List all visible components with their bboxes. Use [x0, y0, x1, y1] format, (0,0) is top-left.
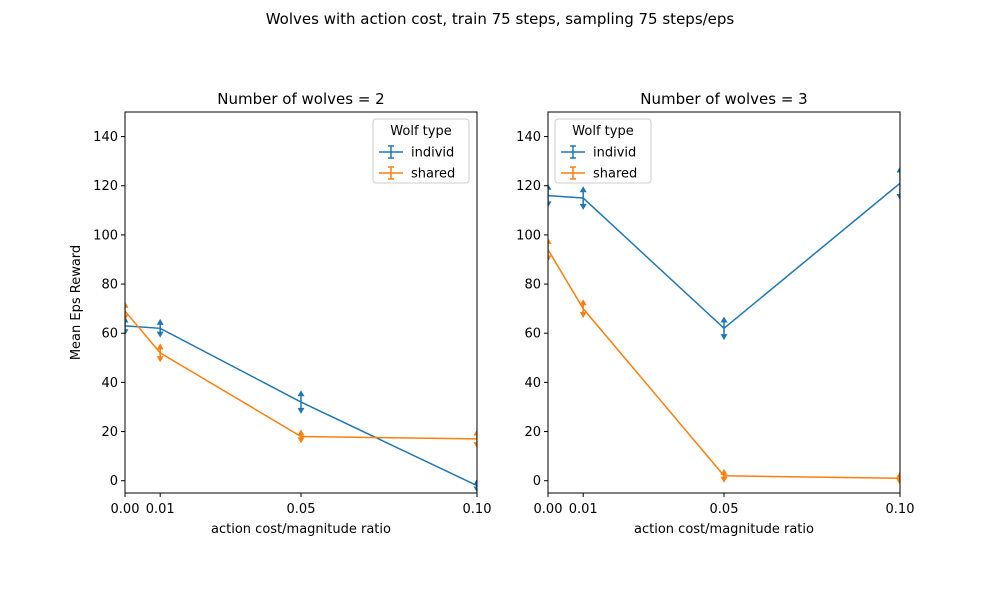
- chart-panel-wolves-2: Number of wolves = 2 0 20 40 60 80 100 120 140 0.…: [69, 90, 491, 537]
- x-tick-label: 0.01: [569, 502, 598, 517]
- error-cap-lower-individ: [579, 203, 587, 210]
- chart-title: Number of wolves = 3: [640, 90, 807, 108]
- y-tick-label: 120: [516, 179, 541, 194]
- series-line-shared: [125, 310, 477, 440]
- legend-frame: [554, 118, 652, 184]
- chart-title: Number of wolves = 2: [217, 90, 384, 108]
- error-cap-lower-shared: [125, 314, 129, 321]
- error-cap-lower-shared: [156, 356, 164, 363]
- y-tick-label: 40: [524, 376, 541, 391]
- legend-title: Wolf type: [572, 124, 633, 139]
- x-tick-label: 0.01: [146, 502, 175, 517]
- error-cap-upper-shared: [297, 429, 305, 436]
- error-cap-upper-shared: [125, 301, 129, 308]
- x-tick-label: 0.10: [886, 502, 915, 517]
- x-tick-label: 0.00: [111, 502, 140, 517]
- legend-label-individ: individ: [411, 146, 454, 161]
- error-cap-lower-shared: [720, 476, 728, 483]
- y-axis-label: Mean Eps Reward: [69, 245, 84, 360]
- error-cap-upper-shared: [579, 299, 587, 306]
- legend: Wolf type individ shared: [372, 118, 470, 184]
- plot-data-area: [548, 166, 900, 486]
- x-tick-label: 0.10: [463, 502, 492, 517]
- error-cap-lower-individ: [156, 331, 164, 338]
- series-line-individ: [548, 182, 900, 330]
- error-cap-upper-shared: [156, 343, 164, 350]
- x-tick-label: 0.05: [287, 502, 316, 517]
- x-tick-label: 0.00: [534, 502, 563, 517]
- error-cap-upper-individ: [156, 318, 164, 325]
- y-tick-label: 0: [533, 474, 541, 489]
- error-cap-upper-individ: [720, 316, 728, 323]
- legend-frame: [372, 118, 470, 184]
- x-axis-label: action cost/magnitude ratio: [211, 522, 391, 537]
- legend-label-shared: shared: [593, 167, 637, 182]
- error-cap-lower-individ: [125, 329, 129, 336]
- y-tick-label: 140: [93, 130, 118, 145]
- error-cap-lower-individ: [297, 407, 305, 414]
- error-cap-upper-shared: [896, 471, 900, 478]
- error-cap-upper-shared: [548, 237, 552, 244]
- y-tick-label: 100: [93, 228, 118, 243]
- error-cap-upper-individ: [297, 390, 305, 397]
- error-cap-upper-individ: [548, 183, 552, 190]
- error-cap-lower-shared: [896, 479, 900, 486]
- plot-data-area: [125, 301, 477, 493]
- legend-title: Wolf type: [390, 124, 451, 139]
- error-cap-lower-individ: [720, 334, 728, 341]
- y-tick-label: 100: [516, 228, 541, 243]
- axes-frame: [124, 111, 478, 494]
- y-tick-label: 20: [524, 425, 541, 440]
- error-cap-lower-individ: [548, 201, 552, 208]
- error-cap-lower-shared: [297, 437, 305, 444]
- y-tick-label: 20: [101, 425, 118, 440]
- y-tick-label: 80: [101, 278, 118, 293]
- series-line-shared: [548, 249, 900, 480]
- error-cap-upper-shared: [473, 429, 477, 436]
- chart-panel-wolves-3: Number of wolves = 3 0 20 40 60 80 100 120 140 0.…: [516, 90, 914, 537]
- error-cap-upper-individ: [579, 186, 587, 193]
- y-tick-label: 80: [524, 278, 541, 293]
- y-tick-label: 40: [101, 376, 118, 391]
- error-cap-lower-shared: [579, 312, 587, 319]
- y-tick-label: 140: [516, 130, 541, 145]
- x-axis-label: action cost/magnitude ratio: [634, 522, 814, 537]
- y-tick-label: 0: [110, 474, 118, 489]
- axes-frame: [547, 111, 901, 494]
- legend: Wolf type individ shared: [554, 118, 652, 184]
- figure-suptitle: Wolves with action cost, train 75 steps,…: [266, 10, 735, 28]
- error-cap-lower-individ: [473, 486, 477, 493]
- x-tick-label: 0.05: [710, 502, 739, 517]
- y-tick-label: 60: [524, 327, 541, 342]
- error-cap-lower-shared: [473, 442, 477, 449]
- y-tick-label: 60: [101, 327, 118, 342]
- legend-label-individ: individ: [593, 146, 636, 161]
- error-cap-upper-individ: [896, 166, 900, 173]
- error-cap-upper-shared: [720, 468, 728, 475]
- error-cap-lower-shared: [548, 255, 552, 262]
- y-tick-label: 120: [93, 179, 118, 194]
- series-line-individ: [125, 325, 477, 487]
- error-cap-upper-individ: [473, 478, 477, 485]
- error-cap-lower-individ: [896, 194, 900, 201]
- legend-label-shared: shared: [411, 167, 455, 182]
